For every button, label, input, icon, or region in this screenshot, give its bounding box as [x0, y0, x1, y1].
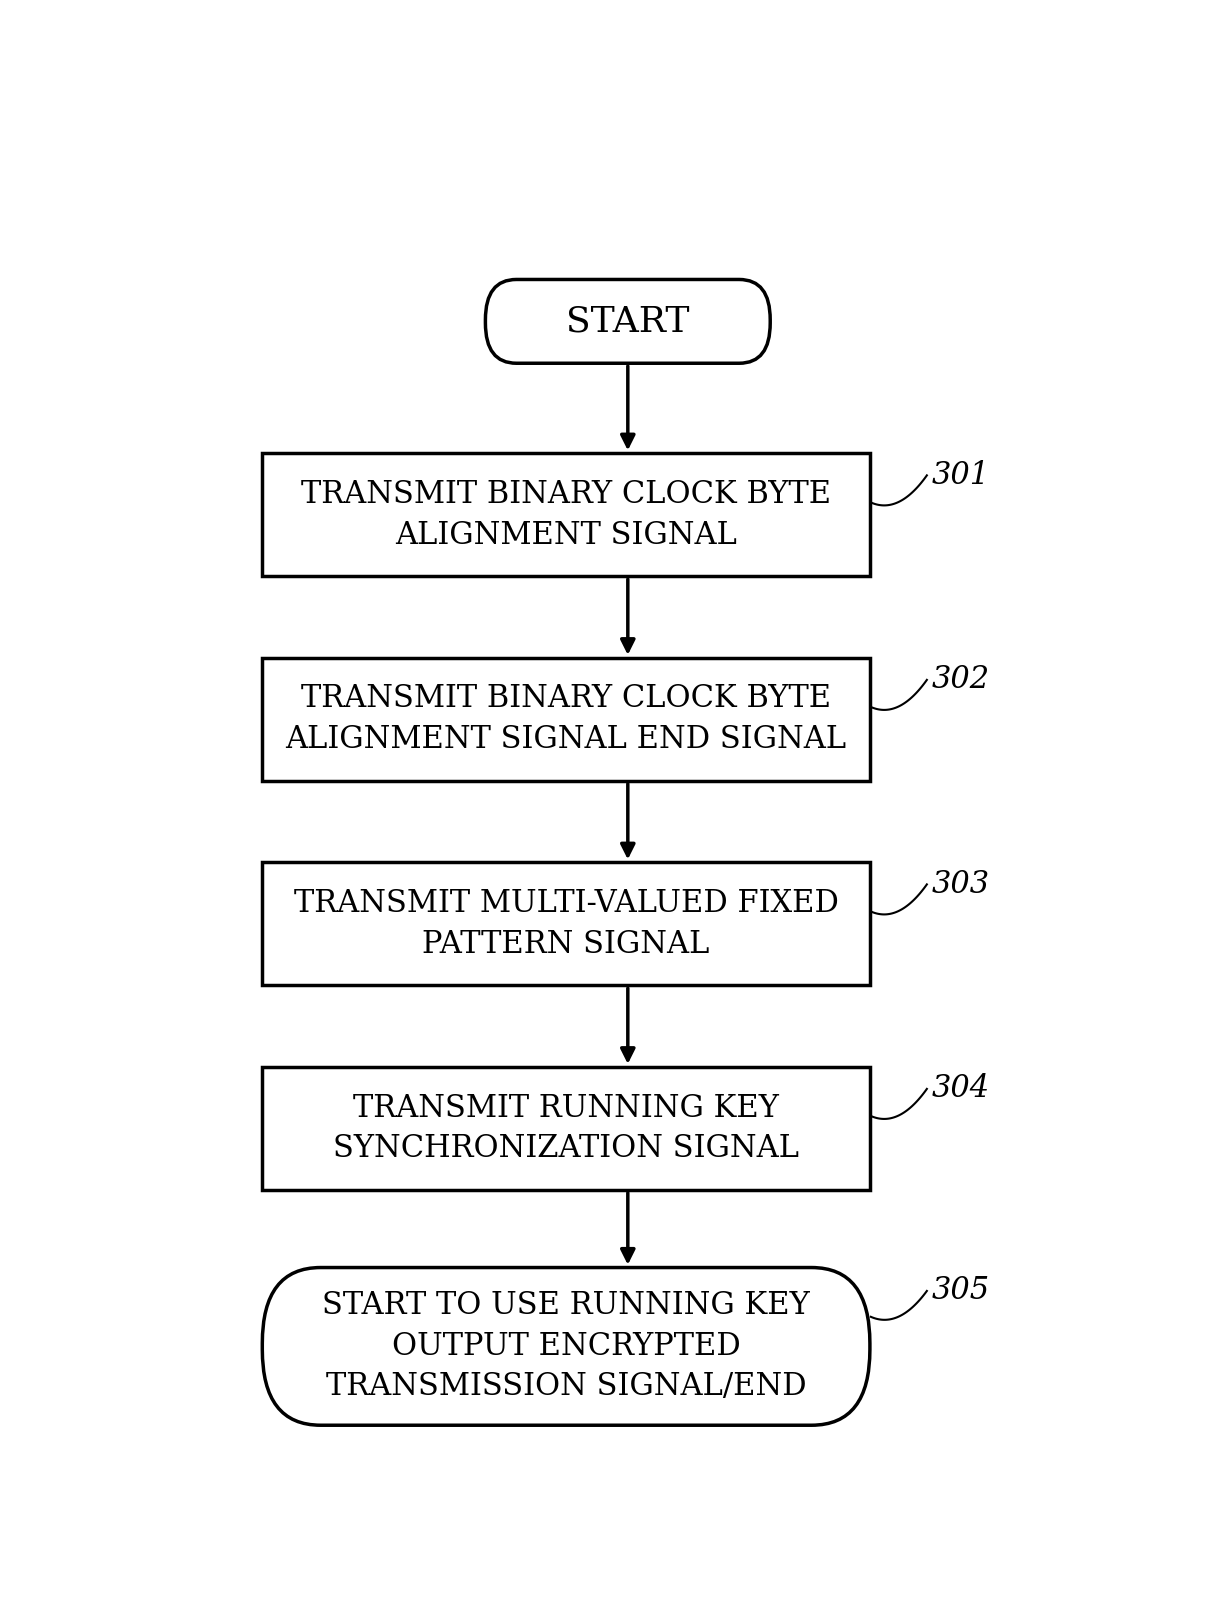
Text: 305: 305 [931, 1275, 990, 1307]
Text: 303: 303 [931, 869, 990, 899]
Text: TRANSMIT BINARY CLOCK BYTE
ALIGNMENT SIGNAL END SIGNAL: TRANSMIT BINARY CLOCK BYTE ALIGNMENT SIG… [285, 683, 846, 755]
Text: 301: 301 [931, 459, 990, 491]
Bar [262, 658, 870, 781]
Bar [262, 453, 870, 576]
Bar [262, 862, 870, 986]
Text: START: START [566, 304, 690, 338]
Bar [262, 1067, 870, 1190]
Text: TRANSMIT RUNNING KEY
SYNCHRONIZATION SIGNAL: TRANSMIT RUNNING KEY SYNCHRONIZATION SIG… [333, 1093, 799, 1165]
Text: TRANSMIT MULTI-VALUED FIXED
PATTERN SIGNAL: TRANSMIT MULTI-VALUED FIXED PATTERN SIGN… [294, 888, 839, 960]
Text: TRANSMIT BINARY CLOCK BYTE
ALIGNMENT SIGNAL: TRANSMIT BINARY CLOCK BYTE ALIGNMENT SIG… [301, 478, 832, 550]
Text: START TO USE RUNNING KEY
OUTPUT ENCRYPTED
TRANSMISSION SIGNAL/END: START TO USE RUNNING KEY OUTPUT ENCRYPTE… [322, 1290, 810, 1403]
FancyBboxPatch shape [262, 1267, 870, 1426]
FancyBboxPatch shape [485, 280, 771, 363]
Text: 302: 302 [931, 664, 990, 696]
Text: 304: 304 [931, 1074, 990, 1104]
